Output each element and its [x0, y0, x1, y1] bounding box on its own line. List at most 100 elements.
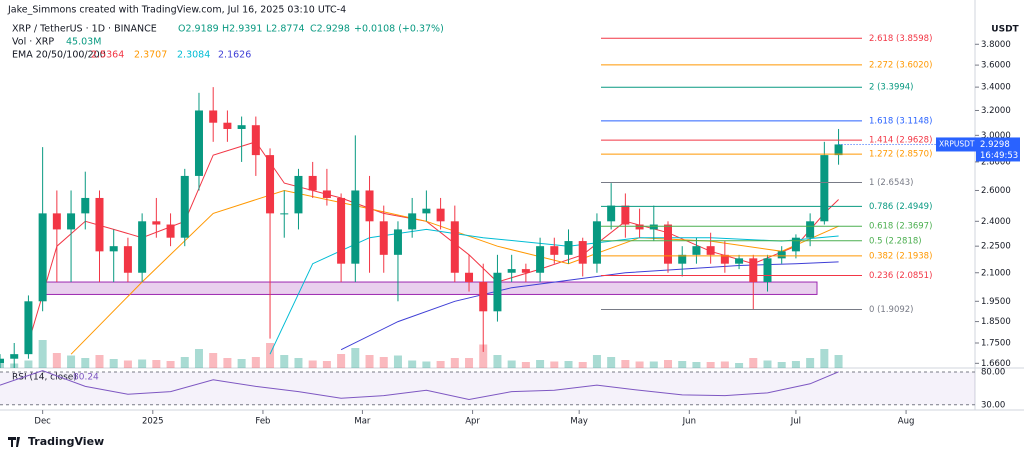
candle-body	[52, 213, 61, 230]
symbol: XRP / TetherUS · 1D · BINANCE	[12, 24, 157, 35]
volume-bar	[393, 355, 402, 368]
fib-label: 2.618 (3.8598)	[869, 34, 932, 44]
candle-body	[67, 213, 76, 230]
x-tick-label: Apr	[465, 417, 480, 427]
volume-bar	[67, 355, 76, 368]
candle-body	[564, 241, 573, 255]
support-zone	[41, 281, 818, 295]
rsi-tick-label: 30.00	[981, 400, 1005, 410]
y-tick-label: 3.6000	[981, 61, 1011, 71]
volume-bar	[322, 361, 331, 368]
ohlc-value: +0.0108 (+0.37%)	[354, 24, 444, 35]
brand: TradingView	[28, 435, 104, 448]
candle-body	[38, 213, 47, 302]
candle-body	[308, 175, 317, 191]
y-tick-label: 3.2000	[981, 106, 1011, 116]
candle-body	[649, 224, 658, 230]
rsi-value: 80.24	[73, 373, 99, 383]
fib-label: 0.786 (2.4949)	[869, 202, 932, 212]
candle-body	[806, 221, 815, 238]
price-pane	[0, 87, 843, 368]
volume-bar	[735, 363, 744, 368]
candle-body	[507, 269, 516, 273]
x-tick-label: Jun	[682, 417, 696, 427]
ohlc-value: H2.9391	[222, 24, 262, 35]
legend-entry: 2.5364	[91, 50, 124, 61]
y-tick-label: 2.4000	[981, 217, 1011, 227]
candle-body	[834, 144, 843, 156]
volume-bar	[678, 361, 687, 368]
fib-label: 1 (2.6543)	[869, 178, 913, 188]
volume-bar	[379, 357, 388, 368]
candle-body	[621, 205, 630, 225]
candle-body	[791, 237, 800, 252]
volume-bar	[251, 357, 260, 368]
legend-entry: 2.1626	[218, 50, 251, 61]
volume-bar	[308, 360, 317, 368]
volume-bar	[806, 358, 815, 368]
volume-bar	[237, 359, 246, 368]
candle-body	[450, 221, 459, 273]
candle-body	[337, 197, 346, 264]
volume-bar	[607, 357, 616, 368]
candle-body	[294, 175, 303, 214]
candle-body	[422, 208, 431, 214]
volume-bar	[536, 360, 545, 368]
last-price-axis-tag	[976, 137, 1020, 162]
candle-body	[664, 224, 673, 264]
rsi-line	[0, 370, 839, 401]
candle-body	[493, 272, 502, 312]
last-price-tag	[936, 137, 976, 152]
volume-bar	[621, 360, 630, 368]
volume-bar	[81, 358, 90, 368]
volume-bar	[834, 355, 843, 368]
candle-body	[479, 282, 488, 312]
candle-body	[550, 246, 559, 255]
brand-logo	[8, 437, 20, 447]
fib-label: 1.272 (2.8570)	[869, 150, 932, 160]
volume-bar	[152, 360, 161, 368]
candle-body	[393, 229, 402, 255]
candle-body	[123, 246, 132, 273]
candle-body	[408, 213, 417, 230]
volume-bar	[180, 357, 189, 368]
volume-bar	[479, 344, 488, 368]
candle-body	[735, 258, 744, 264]
volume-bar	[138, 359, 147, 368]
x-tick-label: Aug	[898, 417, 915, 427]
fib-label: 0.5 (2.2818)	[869, 236, 922, 246]
y-tick-label: 2.6000	[981, 186, 1011, 196]
candle-body	[536, 246, 545, 273]
ema-line	[70, 189, 839, 355]
volume-bar	[578, 362, 587, 368]
x-tick-label: Mar	[354, 417, 371, 427]
candle-body	[521, 269, 530, 273]
volume-bar	[649, 361, 658, 368]
legend-entry: 2.3707	[134, 50, 167, 61]
y-tick-label: 2.2500	[981, 242, 1011, 252]
y-tick-label: 2.1000	[981, 268, 1011, 278]
credit: Jake_Simmons created with TradingView.co…	[7, 5, 346, 16]
candle-body	[209, 110, 218, 123]
volume-bar	[280, 355, 289, 368]
candle-body	[763, 258, 772, 283]
candle-body	[465, 272, 474, 283]
candle-body	[720, 254, 729, 264]
y-tick-label: 1.7500	[981, 338, 1011, 348]
volume-bar	[0, 364, 4, 368]
candle-body	[152, 221, 161, 225]
candle-body	[223, 122, 232, 129]
x-tick-label: 2025	[142, 417, 164, 427]
last-tag-countdown: 16:49:53	[980, 151, 1018, 161]
x-tick-label: Feb	[255, 417, 270, 427]
volume-bar	[351, 348, 360, 368]
volume-bar	[123, 360, 132, 368]
volume-bar	[465, 358, 474, 368]
y-tick-label: 3.4000	[981, 83, 1011, 93]
candle-body	[138, 221, 147, 273]
volume-bar	[52, 353, 61, 368]
y-tick-label: 1.9500	[981, 297, 1011, 307]
fib-label: 2.272 (3.6020)	[869, 60, 932, 70]
candle-body	[237, 125, 246, 129]
volume-bar	[24, 360, 33, 368]
